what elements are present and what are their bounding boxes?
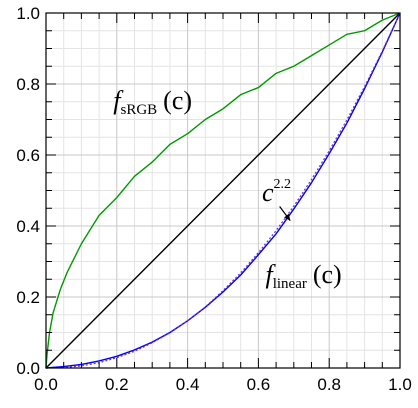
y-tick-label: 0.6 <box>16 146 40 165</box>
linear-sub: linear <box>273 276 307 292</box>
annotation-arrow <box>279 206 291 222</box>
srgb-main: f <box>113 86 124 115</box>
x-tick-label: 0.4 <box>176 375 200 394</box>
c22-main: c <box>262 178 274 207</box>
series-line-f-srgb-c <box>45 12 401 369</box>
series-label-srgb: fsRGB (c) <box>113 86 192 118</box>
series-layer <box>45 12 401 369</box>
srgb-sub: sRGB <box>120 102 157 118</box>
srgb-tail: (c) <box>163 86 192 115</box>
x-tick-label: 0.8 <box>317 375 341 394</box>
grid-minor <box>46 13 400 368</box>
y-tick-label: 0.8 <box>16 75 40 94</box>
x-tick-label: 1.0 <box>388 375 412 394</box>
c22-sup: 2.2 <box>273 177 291 192</box>
arrow-head <box>284 213 291 221</box>
series-label-c22: c2.2 <box>262 177 291 207</box>
ticks <box>45 12 401 369</box>
y-tick-label: 0.0 <box>16 359 40 378</box>
x-tick-label: 0.6 <box>247 375 271 394</box>
y-tick-label: 1.0 <box>16 4 40 23</box>
grid-major <box>46 13 400 368</box>
x-tick-label: 0.0 <box>34 375 58 394</box>
series-line-f-linear-c <box>45 12 401 369</box>
linear-main: f <box>265 260 276 289</box>
y-tick-label: 0.4 <box>16 217 40 236</box>
series-line-identity <box>45 12 401 369</box>
y-tick-label: 0.2 <box>16 288 40 307</box>
x-tick-label: 0.2 <box>105 375 129 394</box>
tick-labels: 0.0 0.2 0.4 0.6 0.8 1.0 0.0 0.2 0.4 0.6 0.8 1.0 <box>16 4 411 394</box>
linear-tail: (c) <box>313 260 342 289</box>
series-label-linear: flinear (c) <box>265 260 341 292</box>
